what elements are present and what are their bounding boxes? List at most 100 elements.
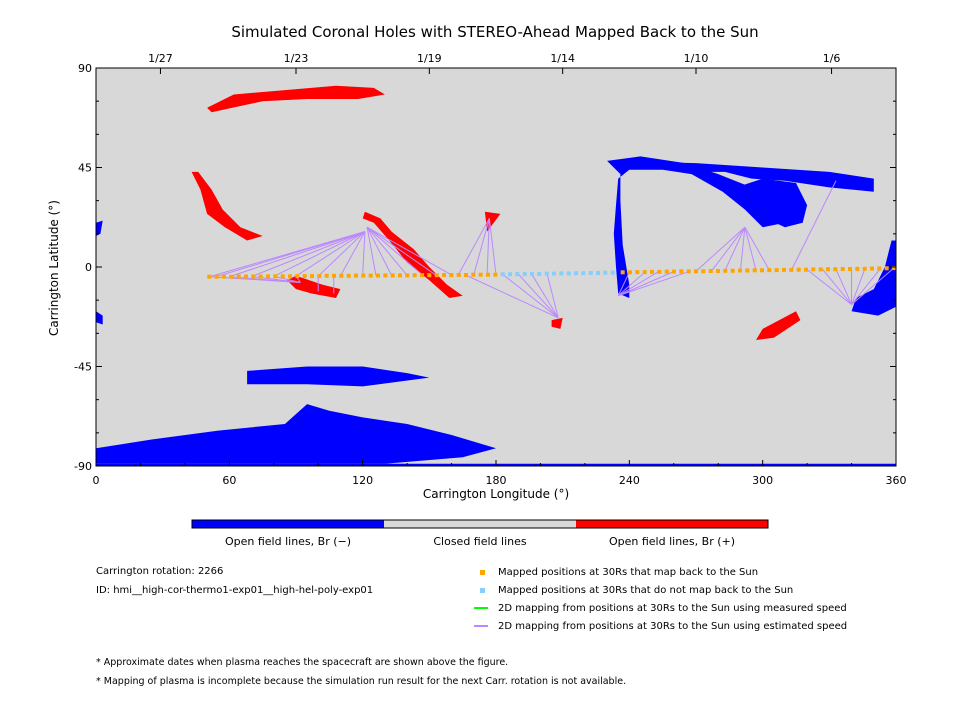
coronal-hole-negative-6	[247, 366, 430, 387]
estimated-mapping-line-16	[366, 227, 377, 276]
estimated-mapping-line-27	[517, 273, 559, 319]
mapped-point-71	[848, 267, 852, 271]
legend-square-marker	[480, 587, 485, 593]
mapped-point-32	[442, 273, 446, 277]
estimated-mapping-line-6	[317, 231, 366, 277]
unmapped-point-0	[500, 272, 505, 277]
estimated-mapping-line-29	[546, 273, 559, 318]
mapped-point-9	[273, 274, 278, 279]
mapped-point-2	[222, 274, 226, 279]
legend-label: 2D mapping from positions at 30Rs to the…	[498, 621, 848, 632]
legend-line-marker	[474, 607, 488, 609]
mapped-point-62	[782, 267, 786, 272]
estimated-mapping-line-30	[464, 274, 559, 319]
unmapped-point-3	[522, 272, 527, 277]
estimated-mapping-line-44	[822, 269, 852, 305]
mapped-point-44	[650, 269, 654, 274]
carrington-rotation-label: Carrington rotation: 2266	[96, 566, 224, 577]
estimated-mapping-line-48	[851, 268, 881, 305]
mapped-point-61	[774, 268, 779, 273]
unmapped-point-15	[610, 270, 615, 275]
mapped-point-26	[398, 273, 402, 278]
estimated-mapping-line-20	[366, 226, 437, 276]
y-tick-label-3: -45	[74, 361, 92, 374]
estimated-mapping-line-21	[366, 226, 452, 276]
mapped-point-22	[368, 273, 373, 278]
estimated-mapping-line-18	[366, 226, 408, 276]
mapped-point-60	[767, 268, 772, 273]
mapped-point-29	[420, 273, 424, 278]
estimated-mapping-line-32	[617, 271, 646, 297]
mapped-point-48	[679, 269, 684, 274]
estimated-mapping-line-49	[851, 267, 895, 305]
mapped-point-4	[236, 274, 241, 279]
x-tick-label-0: 0	[93, 474, 100, 487]
mapped-point-75	[877, 266, 882, 271]
legend-item-0: Mapped positions at 30Rs that map back t…	[474, 566, 758, 580]
unmapped-point-14	[603, 270, 608, 275]
mapped-point-10	[280, 274, 285, 279]
chart-title: Simulated Coronal Holes with STEREO-Ahea…	[231, 23, 758, 41]
x-tick-label-3: 180	[486, 474, 507, 487]
mapped-point-6	[251, 274, 256, 279]
mapped-point-51	[701, 269, 706, 274]
unmapped-point-1	[508, 272, 512, 277]
mapped-point-68	[826, 267, 830, 272]
coronal-hole-positive-0	[207, 85, 385, 113]
legend-line-marker	[474, 625, 488, 627]
estimated-mapping-line-38	[724, 226, 746, 271]
mapped-point-16	[324, 273, 329, 278]
mapped-point-28	[412, 273, 417, 278]
mapped-point-31	[434, 273, 439, 278]
mapped-point-5	[244, 274, 248, 279]
date-tick-label-0: 1/27	[148, 52, 173, 65]
mapped-point-30	[427, 273, 432, 278]
estimated-mapping-line-40	[744, 227, 757, 271]
estimated-mapping-line-37	[711, 226, 746, 272]
estimated-mapping-line-23	[473, 218, 490, 275]
mapped-point-67	[818, 267, 823, 272]
mapped-point-19	[346, 273, 351, 278]
unmapped-point-12	[588, 271, 593, 275]
y-axis-label: Carrington Latitude (°)	[47, 200, 61, 336]
x-tick-label-4: 240	[619, 474, 640, 487]
coronal-hole-negative-7	[96, 404, 496, 464]
mapped-point-0	[207, 274, 212, 279]
colorbar-frame	[191, 519, 769, 529]
legend-item-2: 2D mapping from positions at 30Rs to the…	[474, 602, 847, 616]
estimated-mapping-line-7	[340, 231, 366, 277]
mapped-point-37	[478, 272, 483, 277]
mapped-point-59	[760, 268, 764, 273]
coronal-hole-positive-5	[551, 317, 563, 329]
colorbar-segment-2	[576, 520, 768, 528]
mapped-point-35	[464, 273, 468, 277]
mapped-point-40	[620, 270, 625, 275]
coronal-hole-positive-6	[756, 311, 801, 340]
mapped-point-11	[288, 274, 292, 279]
y-tick-label-2: 0	[85, 261, 92, 274]
mapped-point-46	[664, 269, 669, 274]
mapped-point-24	[383, 273, 388, 278]
estimated-mapping-line-8	[362, 231, 366, 276]
estimated-mapping-line-33	[617, 271, 659, 297]
unmapped-point-11	[581, 271, 586, 276]
coronal-hole-positive-1	[191, 171, 263, 241]
estimated-mapping-line-3	[251, 231, 366, 277]
unmapped-point-5	[537, 271, 542, 276]
estimated-mapping-line-43	[806, 269, 852, 305]
mapped-point-21	[361, 273, 366, 278]
mapped-point-70	[840, 267, 845, 271]
mapped-point-69	[833, 267, 838, 272]
colorbar-label-2: Open field lines, Br (+)	[609, 535, 735, 548]
colorbar-label-1: Closed field lines	[433, 535, 527, 548]
run-id-label: ID: hmi__high-cor-thermo1-exp01__high-he…	[96, 585, 374, 596]
mapped-point-72	[855, 266, 860, 271]
y-tick-label-4: -90	[74, 460, 92, 473]
date-tick-label-4: 1/10	[684, 52, 709, 65]
estimated-mapping-line-22	[457, 218, 490, 276]
date-tick-label-1: 1/23	[284, 52, 309, 65]
legend-square-marker	[480, 569, 485, 575]
estimated-mapping-line-19	[366, 226, 423, 276]
colorbar-segment-1	[384, 520, 576, 528]
